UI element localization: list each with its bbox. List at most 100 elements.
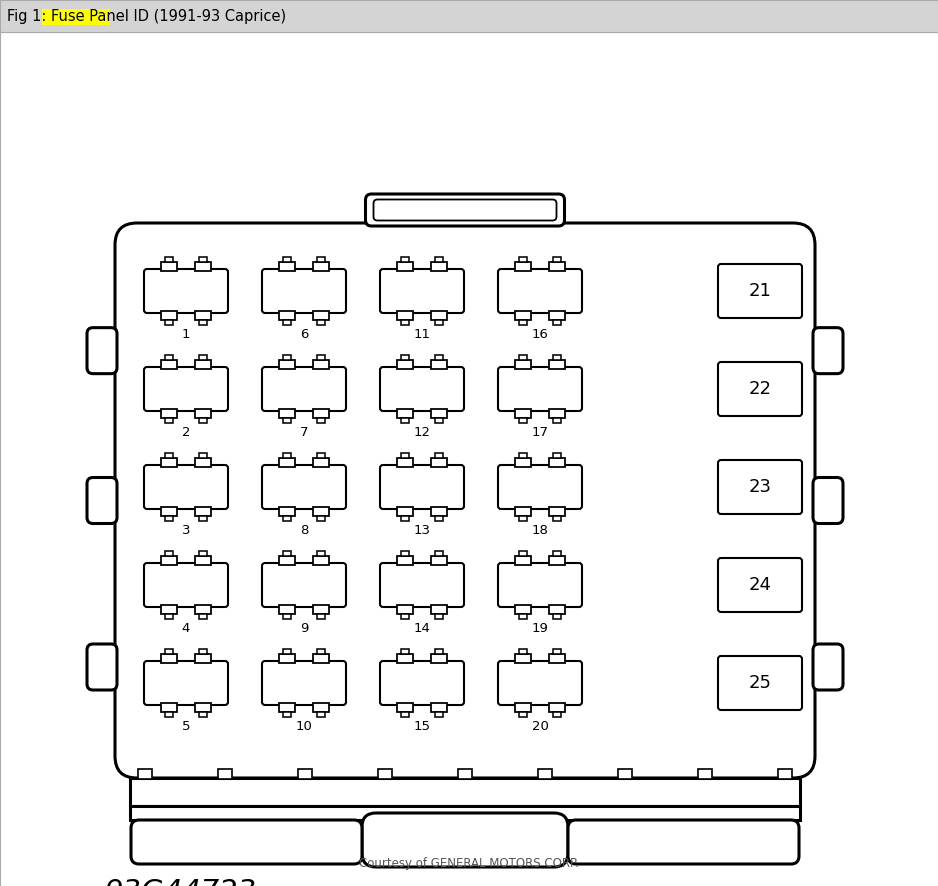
Bar xyxy=(553,320,561,325)
Bar xyxy=(397,703,413,712)
FancyBboxPatch shape xyxy=(498,367,582,411)
Bar xyxy=(401,418,409,423)
Bar xyxy=(313,654,329,663)
Text: 23: 23 xyxy=(749,478,771,496)
Bar xyxy=(549,262,565,271)
Bar xyxy=(283,614,291,619)
Bar xyxy=(401,649,409,654)
Bar xyxy=(279,409,295,418)
Bar xyxy=(519,551,527,556)
Text: 5: 5 xyxy=(182,720,190,733)
Bar xyxy=(317,453,325,458)
Bar xyxy=(313,311,329,320)
Bar xyxy=(199,551,207,556)
FancyBboxPatch shape xyxy=(87,644,117,690)
FancyBboxPatch shape xyxy=(718,656,802,710)
FancyBboxPatch shape xyxy=(813,328,843,374)
Bar xyxy=(549,311,565,320)
Bar xyxy=(279,507,295,516)
Bar xyxy=(130,778,800,806)
FancyBboxPatch shape xyxy=(262,465,346,509)
Bar xyxy=(195,311,211,320)
Bar xyxy=(195,703,211,712)
FancyBboxPatch shape xyxy=(568,820,799,864)
Bar xyxy=(165,649,173,654)
Bar xyxy=(435,257,443,262)
FancyBboxPatch shape xyxy=(362,813,568,867)
Bar xyxy=(161,507,177,516)
Bar xyxy=(538,769,552,779)
Bar xyxy=(515,654,531,663)
Bar xyxy=(195,556,211,565)
Bar xyxy=(283,453,291,458)
Bar xyxy=(519,649,527,654)
Text: 13: 13 xyxy=(414,524,431,537)
FancyBboxPatch shape xyxy=(380,367,464,411)
Bar xyxy=(515,507,531,516)
Bar xyxy=(549,556,565,565)
Text: 20: 20 xyxy=(532,720,549,733)
Text: 18: 18 xyxy=(532,524,549,537)
Bar xyxy=(549,409,565,418)
Bar xyxy=(515,703,531,712)
FancyBboxPatch shape xyxy=(718,558,802,612)
FancyBboxPatch shape xyxy=(813,478,843,524)
Text: 3: 3 xyxy=(182,524,190,537)
FancyBboxPatch shape xyxy=(718,460,802,514)
Bar xyxy=(283,712,291,717)
Bar xyxy=(138,769,152,779)
Bar xyxy=(161,703,177,712)
Bar xyxy=(401,614,409,619)
FancyBboxPatch shape xyxy=(380,563,464,607)
Bar xyxy=(435,418,443,423)
Text: 6: 6 xyxy=(300,328,309,341)
Bar xyxy=(431,458,447,467)
Bar xyxy=(165,257,173,262)
Bar xyxy=(313,507,329,516)
Bar xyxy=(515,311,531,320)
Bar xyxy=(458,769,472,779)
Bar xyxy=(317,649,325,654)
FancyBboxPatch shape xyxy=(366,194,565,226)
Bar xyxy=(431,556,447,565)
Text: 2: 2 xyxy=(182,426,190,439)
Bar xyxy=(317,355,325,360)
Bar xyxy=(519,418,527,423)
Bar xyxy=(401,516,409,521)
Bar xyxy=(317,516,325,521)
Bar xyxy=(161,458,177,467)
Bar xyxy=(161,654,177,663)
FancyBboxPatch shape xyxy=(262,367,346,411)
Bar xyxy=(431,703,447,712)
Text: 25: 25 xyxy=(749,674,771,692)
FancyBboxPatch shape xyxy=(144,563,228,607)
Bar xyxy=(313,703,329,712)
Bar xyxy=(431,654,447,663)
Bar xyxy=(199,712,207,717)
Bar xyxy=(698,769,712,779)
Bar xyxy=(42,9,110,25)
Bar xyxy=(553,257,561,262)
Bar xyxy=(519,355,527,360)
Bar xyxy=(397,311,413,320)
Bar xyxy=(313,262,329,271)
Text: 16: 16 xyxy=(532,328,549,341)
Bar xyxy=(549,605,565,614)
FancyBboxPatch shape xyxy=(813,644,843,690)
Bar xyxy=(317,551,325,556)
Bar xyxy=(279,654,295,663)
Bar xyxy=(553,516,561,521)
FancyBboxPatch shape xyxy=(144,465,228,509)
Bar xyxy=(397,262,413,271)
Bar xyxy=(431,360,447,369)
Bar xyxy=(378,769,392,779)
Bar xyxy=(435,453,443,458)
Text: 93G44723: 93G44723 xyxy=(105,878,257,886)
Bar xyxy=(283,257,291,262)
Bar xyxy=(195,409,211,418)
Bar xyxy=(401,257,409,262)
Text: 1: 1 xyxy=(182,328,190,341)
FancyBboxPatch shape xyxy=(498,563,582,607)
Bar xyxy=(279,311,295,320)
Bar xyxy=(165,516,173,521)
